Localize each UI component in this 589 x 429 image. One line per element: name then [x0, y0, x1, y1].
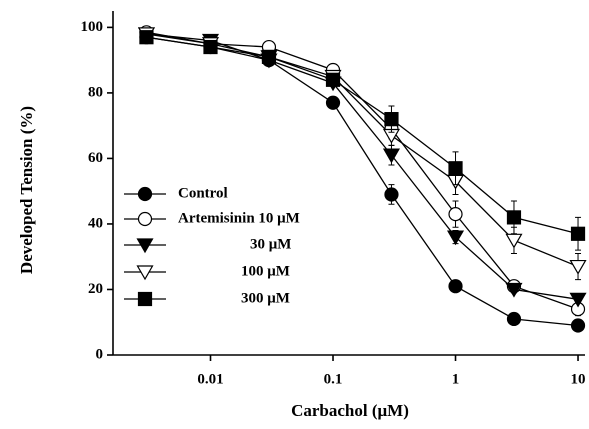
legend-marker — [137, 186, 153, 202]
data-point — [448, 161, 463, 176]
y-tick-label: 60 — [88, 150, 103, 166]
legend-marker — [136, 238, 154, 254]
data-point — [570, 318, 586, 333]
data-point — [325, 72, 341, 87]
series-line — [146, 33, 579, 268]
x-tick-label: 0.1 — [324, 371, 343, 387]
data-point — [505, 282, 523, 298]
data-point — [506, 210, 522, 225]
y-tick-label: 40 — [88, 215, 103, 231]
x-tick-label: 10 — [571, 371, 586, 387]
data-point — [384, 187, 399, 202]
y-tick-label: 20 — [88, 281, 103, 297]
data-point — [569, 259, 587, 275]
data-point — [569, 292, 587, 308]
y-tick-label: 0 — [96, 346, 104, 362]
legend-label: 30 μM — [250, 236, 291, 252]
y-axis-label: Developed Tension (%) — [17, 106, 36, 274]
series-line — [146, 31, 579, 310]
legend-marker — [137, 291, 153, 307]
data-point — [448, 279, 463, 294]
y-tick-label: 80 — [88, 84, 103, 100]
x-tick-label: 1 — [452, 371, 460, 387]
data-point — [203, 39, 218, 55]
legend-marker — [136, 265, 154, 281]
data-point — [384, 112, 399, 127]
legend-marker — [137, 211, 153, 227]
series-line — [146, 36, 579, 235]
data-point — [506, 311, 522, 327]
y-tick-label: 100 — [81, 19, 104, 35]
data-point — [325, 95, 341, 110]
data-point — [139, 30, 154, 45]
series-line — [146, 33, 579, 300]
legend-label: 100 μM — [241, 263, 290, 279]
x-tick-label: 0.01 — [197, 371, 223, 387]
legend-label: Artemisinin 10 μM — [178, 210, 300, 226]
data-point — [505, 233, 523, 249]
data-point — [446, 230, 465, 246]
data-point — [261, 49, 277, 64]
legend-label: 300 μM — [241, 290, 290, 306]
data-point — [382, 148, 401, 164]
data-point — [448, 207, 463, 222]
data-point — [570, 226, 586, 241]
x-axis-label: Carbachol (μM) — [291, 401, 409, 420]
legend-label: Control — [178, 185, 228, 201]
